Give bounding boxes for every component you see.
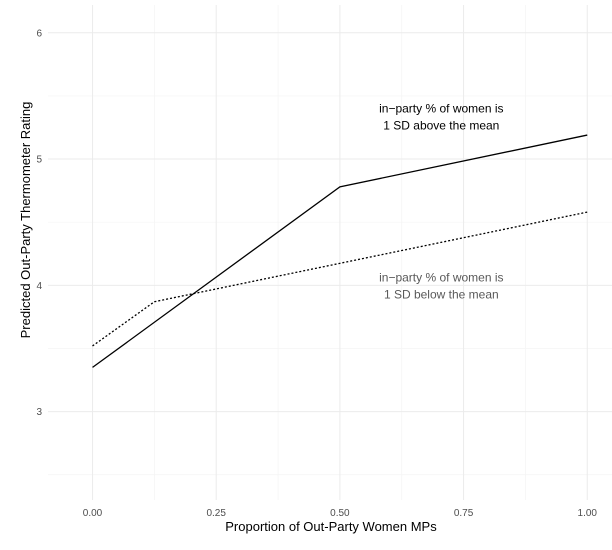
annotation-line: 1 SD above the mean [383,118,499,132]
annotation-line: 1 SD below the mean [384,288,499,302]
series-lines [92,134,588,368]
y-tick-label: 4 [36,281,42,292]
x-tick-label: 1.00 [578,508,598,519]
y-tick-label: 3 [36,407,42,418]
x-tick-labels: 0.00 0.25 0.50 0.75 1.00 [83,508,598,519]
x-tick-label: 0.00 [83,508,103,519]
series-line-solid [92,134,588,368]
y-tick-label: 5 [36,155,42,166]
annotation-label: in−party % of women is 1 SD above the mea… [379,101,503,132]
x-axis-title: Proportion of Out-Party Women MPs [225,519,437,534]
series-line-dotted [92,211,588,347]
x-tick-label: 0.50 [330,508,350,519]
major-gridlines [48,5,612,500]
x-tick-label: 0.75 [454,508,474,519]
y-axis-title: Predicted Out-Party Thermometer Rating [18,102,33,339]
x-tick-label: 0.25 [206,508,226,519]
y-tick-label: 6 [36,28,42,39]
annotation-line: in−party % of women is [379,271,503,285]
annotation-label: in−party % of women is 1 SD below the mea… [379,271,503,302]
minor-gridlines [48,5,612,500]
annotations: in−party % of women is 1 SD above the mea… [379,101,503,301]
annotation-line: in−party % of women is [379,101,503,115]
y-tick-labels: 3 4 5 6 [36,28,42,418]
